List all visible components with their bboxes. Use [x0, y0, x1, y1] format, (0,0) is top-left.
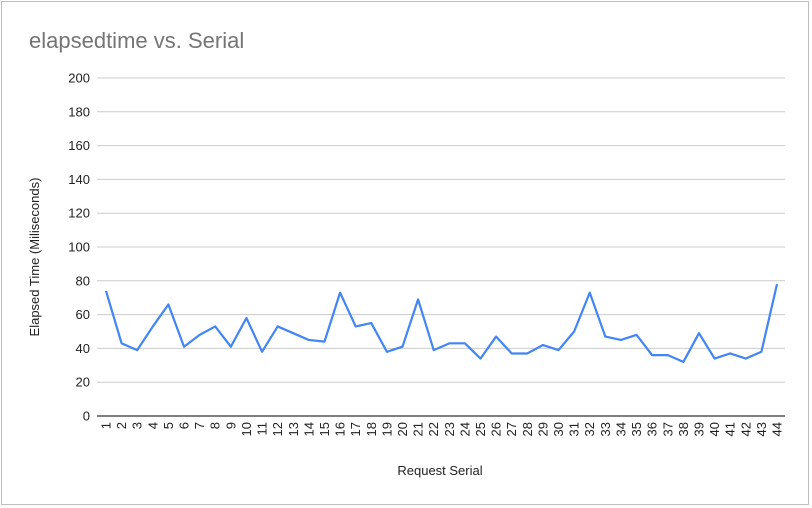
x-tick-label: 20: [395, 422, 410, 436]
x-tick-label: 7: [192, 422, 207, 429]
x-tick-label: 11: [255, 422, 270, 436]
y-tick-label: 80: [76, 273, 90, 288]
x-tick-labels: 1 2 3 4 5 6 7 8 9 10 11 12 13 14 15 16 17 18 19 20 21 22 23 24 2…: [99, 422, 785, 436]
series-line: [104, 283, 779, 364]
x-tick-label: 3: [130, 422, 145, 429]
x-tick-label: 37: [660, 422, 675, 436]
x-tick-label: 32: [582, 422, 597, 436]
x-tick-label: 23: [442, 422, 457, 436]
y-tick-label: 20: [76, 375, 90, 390]
x-tick-label: 24: [457, 422, 472, 436]
x-tick-label: 41: [723, 422, 738, 436]
x-tick-label: 29: [535, 422, 550, 436]
x-tick-label: 44: [770, 422, 785, 436]
chart-title: elapsedtime vs. Serial: [29, 28, 245, 53]
x-tick-label: 17: [348, 422, 363, 436]
x-tick-label: 26: [489, 422, 504, 436]
x-tick-label: 25: [473, 422, 488, 436]
x-tick-label: 10: [239, 422, 254, 436]
x-tick-label: 18: [364, 422, 379, 436]
x-tick-label: 4: [145, 422, 160, 429]
x-tick-label: 13: [286, 422, 301, 436]
x-tick-label: 14: [301, 422, 316, 436]
x-tick-label: 22: [426, 422, 441, 436]
x-axis-label: Request Serial: [397, 463, 482, 478]
y-tick-label: 40: [76, 341, 90, 356]
y-tick-label: 180: [68, 104, 90, 119]
x-tick-label: 28: [520, 422, 535, 436]
y-tick-label: 200: [68, 71, 90, 86]
x-tick-label: 19: [379, 422, 394, 436]
x-tick-label: 21: [411, 422, 426, 436]
x-tick-label: 36: [645, 422, 660, 436]
x-tick-label: 27: [504, 422, 519, 436]
x-tick-label: 12: [270, 422, 285, 436]
x-tick-label: 38: [676, 422, 691, 436]
x-tick-label: 30: [551, 422, 566, 436]
x-tick-label: 15: [317, 422, 332, 436]
gridlines: [97, 77, 785, 383]
y-tick-label: 120: [68, 206, 90, 221]
x-tick-label: 9: [223, 422, 238, 429]
x-tick-label: 34: [613, 422, 628, 436]
x-tick-label: 2: [114, 422, 129, 429]
y-tick-label: 0: [83, 409, 90, 424]
y-tick-label: 60: [76, 307, 90, 322]
y-tick-label: 160: [68, 138, 90, 153]
x-tick-label: 31: [567, 422, 582, 436]
x-tick-label: 40: [707, 422, 722, 436]
x-tick-label: 35: [629, 422, 644, 436]
x-tick-label: 5: [161, 422, 176, 429]
x-tick-label: 42: [738, 422, 753, 436]
x-tick-label: 16: [333, 422, 348, 436]
y-tick-labels: 0 20 40 60 80 100 120 140 160 180 200: [68, 71, 90, 424]
x-tick-label: 43: [754, 422, 769, 436]
x-tick-label: 8: [208, 422, 223, 429]
x-tick-label: 1: [99, 422, 114, 429]
y-axis-label: Elapsed Time (Miliseconds): [27, 178, 42, 337]
x-tick-label: 33: [598, 422, 613, 436]
x-tick-label: 39: [691, 422, 706, 436]
y-tick-label: 100: [68, 240, 90, 255]
y-tick-label: 140: [68, 172, 90, 187]
x-tick-label: 6: [177, 422, 192, 429]
